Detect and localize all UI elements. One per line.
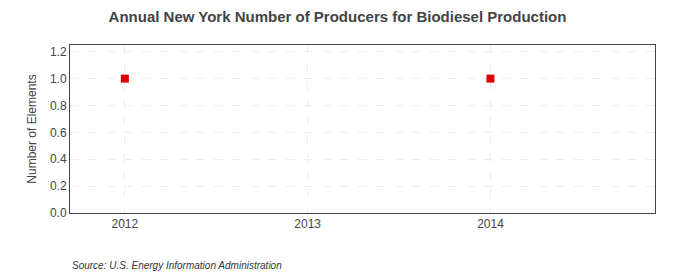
svg-text:2014: 2014	[477, 217, 504, 231]
svg-text:0.8: 0.8	[50, 99, 67, 113]
svg-text:0.6: 0.6	[50, 126, 67, 140]
svg-text:1.2: 1.2	[50, 45, 67, 59]
svg-text:2013: 2013	[294, 217, 321, 231]
svg-text:0.0: 0.0	[50, 206, 67, 220]
svg-text:Source: U.S. Energy Informatio: Source: U.S. Energy Information Administ…	[72, 260, 282, 271]
svg-text:1.0: 1.0	[50, 72, 67, 86]
svg-text:0.2: 0.2	[50, 179, 67, 193]
svg-text:Number of Elements: Number of Elements	[25, 74, 39, 183]
svg-text:Annual New York Number of Prod: Annual New York Number of Producers for …	[109, 8, 567, 25]
svg-text:0.4: 0.4	[50, 152, 67, 166]
svg-text:2012: 2012	[111, 217, 138, 231]
